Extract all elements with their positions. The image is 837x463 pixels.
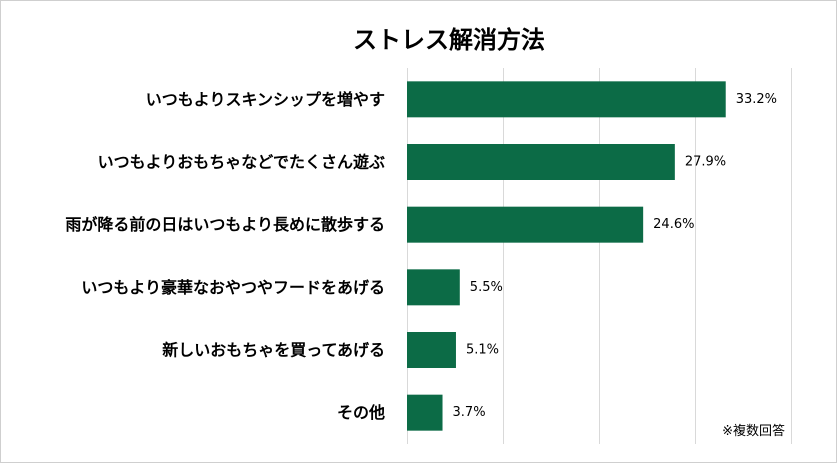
bar xyxy=(407,394,443,431)
category-label: 雨が降る前の日はいつもより長めに散歩する xyxy=(65,215,385,234)
bar xyxy=(407,269,460,306)
bars xyxy=(407,81,726,431)
category-label: その他 xyxy=(337,403,385,422)
category-labels: いつもよりスキンシップを増やすいつもよりおもちゃなどでたくさん遊ぶ雨が降る前の日… xyxy=(65,90,385,422)
multiple-answer-note: ※複数回答 xyxy=(722,423,785,439)
data-label: 5.5% xyxy=(470,280,503,295)
bar xyxy=(407,81,726,118)
data-label: 33.2% xyxy=(736,92,777,107)
bar xyxy=(407,206,644,243)
category-label: いつもよりおもちゃなどでたくさん遊ぶ xyxy=(98,153,385,172)
category-label: いつもよりスキンシップを増やす xyxy=(146,90,385,109)
data-label: 27.9% xyxy=(685,155,726,170)
data-labels: 33.2% 27.9% 24.6% 5.5% 5.1% 3.7% xyxy=(453,92,778,420)
category-label: 新しいおもちゃを買ってあげる xyxy=(162,341,385,360)
data-label: 3.7% xyxy=(453,405,486,420)
category-label: いつもより豪華なおやつやフードをあげる xyxy=(81,278,385,297)
data-label: 24.6% xyxy=(653,217,694,232)
chart-title: ストレス解消方法 xyxy=(353,26,545,54)
data-label: 5.1% xyxy=(466,343,499,358)
gridlines xyxy=(407,68,792,444)
bar xyxy=(407,332,456,368)
bar xyxy=(407,144,675,180)
